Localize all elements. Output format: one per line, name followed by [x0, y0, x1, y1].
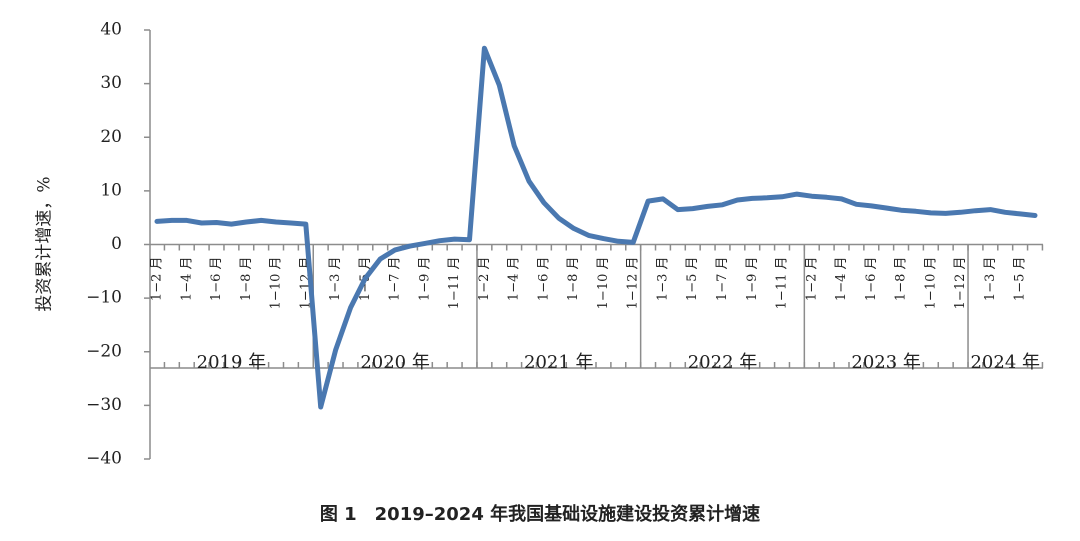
x-tick-label: 1−9 月 [417, 257, 432, 302]
year-label: 2023 年 [851, 352, 921, 373]
y-tick-label: −20 [86, 341, 122, 361]
x-tick-label: 1−2 月 [804, 257, 819, 302]
x-tick-label: 1−7 月 [388, 257, 403, 302]
y-tick-label: 10 [100, 180, 122, 200]
chart-title: 图 1 2019–2024 年我国基础设施建设投资累计增速 [320, 503, 760, 525]
y-tick-label: −30 [86, 395, 122, 415]
x-tick-label: 1−4 月 [834, 257, 849, 302]
x-tick-label: 1−5 月 [685, 257, 700, 302]
x-tick-label: 1−8 月 [894, 257, 909, 302]
x-tick-label: 1−10 月 [596, 257, 611, 310]
x-tick-label: 1−11 月 [447, 257, 462, 310]
year-label: 2020 年 [360, 352, 430, 373]
x-tick-label: 1−12 月 [953, 257, 968, 310]
data-line [154, 45, 1038, 410]
y-tick-label: 30 [100, 73, 122, 93]
x-tick-label: 1−11 月 [775, 257, 790, 310]
x-tick-label: 1−6 月 [864, 257, 879, 302]
year-label: 2019 年 [197, 352, 267, 373]
y-tick-label: 0 [111, 234, 122, 254]
year-label: 2021 年 [524, 352, 594, 373]
x-tick-label: 1−3 月 [328, 257, 343, 302]
x-tick-label: 1−10 月 [269, 257, 284, 310]
y-axis-label: 投资累计增速，% [35, 176, 55, 311]
x-tick-label: 1−4 月 [507, 257, 522, 302]
x-tick-label: 1−5 月 [1013, 257, 1028, 302]
x-tick-label: 1−10 月 [923, 257, 938, 310]
x-tick-label: 1−3 月 [655, 257, 670, 302]
x-tick-label: 1−2 月 [150, 257, 165, 302]
x-tick-label: 1−3 月 [983, 257, 998, 302]
x-tick-label: 1−9 月 [745, 257, 760, 302]
x-tick-label: 1−6 月 [536, 257, 551, 302]
x-tick-label: 1−4 月 [179, 257, 194, 302]
x-tick-label: 1−2 月 [477, 257, 492, 302]
x-tick-label: 1−6 月 [209, 257, 224, 302]
y-tick-label: −10 [86, 288, 122, 308]
year-label: 2022 年 [688, 352, 758, 373]
x-tick-label: 1−7 月 [715, 257, 730, 302]
x-tick-label: 1−8 月 [566, 257, 581, 302]
x-tick-label: 1−12 月 [626, 257, 641, 310]
y-tick-label: 20 [100, 127, 122, 147]
x-tick-label: 1−8 月 [239, 257, 254, 302]
year-label: 2024 年 [970, 352, 1040, 373]
y-tick-label: 40 [100, 20, 122, 40]
y-tick-label: −40 [86, 449, 122, 469]
